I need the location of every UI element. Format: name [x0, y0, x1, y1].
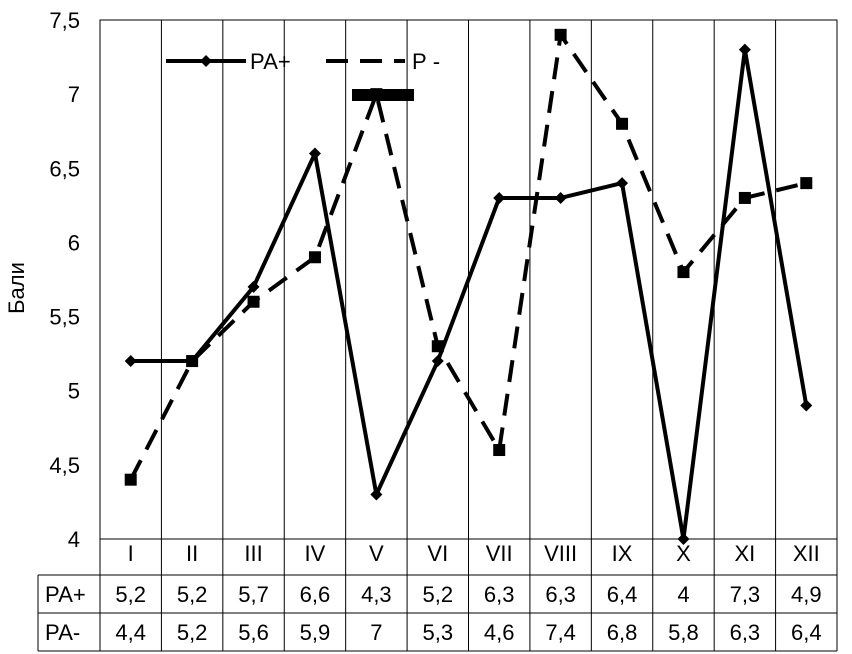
square-marker — [677, 266, 690, 279]
category-label: VIII — [544, 541, 577, 566]
y-tick-label: 7,5 — [49, 8, 80, 33]
square-marker — [554, 28, 567, 41]
diamond-marker — [738, 43, 751, 56]
table-cell: 6,3 — [484, 582, 515, 607]
series-line-ra-plus — [130, 47, 809, 541]
diamond-marker — [247, 280, 260, 293]
category-label: XI — [734, 541, 755, 566]
y-tick-label: 5,5 — [49, 305, 80, 330]
category-labels: I II III IV V VI VII VIII IX X XI XII — [128, 541, 820, 566]
series-markers — [124, 28, 813, 545]
y-tick-label: 6 — [68, 230, 80, 255]
table-cell: 4 — [677, 582, 689, 607]
category-label: XII — [793, 541, 820, 566]
table-cell: 4,6 — [484, 620, 515, 645]
category-label: VII — [486, 541, 513, 566]
square-marker — [800, 177, 813, 190]
diamond-marker — [554, 191, 567, 204]
table-cell: 6,4 — [791, 620, 822, 645]
table-cell: 5,9 — [300, 620, 331, 645]
square-marker — [124, 473, 137, 486]
table-cell: 6,3 — [730, 620, 761, 645]
legend-label: Р - — [412, 49, 440, 74]
square-marker — [308, 251, 321, 264]
y-tick-label: 7 — [68, 82, 80, 107]
square-marker — [493, 444, 506, 457]
series-lines — [128, 32, 809, 541]
diamond-marker — [431, 355, 444, 368]
square-marker — [616, 117, 629, 130]
category-label: II — [186, 541, 198, 566]
table-cell: 7 — [370, 620, 382, 645]
legend-diamond-marker — [200, 55, 212, 67]
table-cell: 5,3 — [422, 620, 453, 645]
table-cell: 5,2 — [177, 620, 208, 645]
y-axis: 4 4,5 5 5,5 6 6,5 7 7,5 — [49, 8, 80, 552]
table-cell: 5,8 — [668, 620, 699, 645]
square-marker — [738, 191, 751, 204]
y-tick-label: 4,5 — [49, 453, 80, 478]
y-tick-label: 6,5 — [49, 156, 80, 181]
category-label: III — [244, 541, 262, 566]
table-cell: 7,4 — [545, 620, 576, 645]
table-cell: 5,2 — [422, 582, 453, 607]
square-marker — [247, 295, 260, 308]
square-marker — [186, 355, 199, 368]
legend: РА+ Р - — [166, 49, 440, 101]
table-cell: 5,2 — [115, 582, 146, 607]
category-label: I — [128, 541, 134, 566]
table-cell: 5,2 — [177, 582, 208, 607]
table-cell: 6,6 — [300, 582, 331, 607]
table-cell: 5,6 — [238, 620, 269, 645]
y-tick-label: 4 — [68, 527, 80, 552]
diamond-marker — [308, 147, 321, 160]
square-marker — [431, 340, 444, 353]
table-cell: 5,7 — [238, 582, 269, 607]
series-line-ra-minus — [128, 32, 807, 481]
table-cell: 4,9 — [791, 582, 822, 607]
y-axis-label: Бали — [4, 262, 29, 314]
legend-label: РА+ — [250, 49, 291, 74]
table-cell: 6,4 — [607, 582, 638, 607]
diamond-marker — [616, 177, 629, 190]
table-cell: 7,3 — [730, 582, 761, 607]
diamond-marker — [677, 533, 690, 545]
category-label: V — [369, 541, 384, 566]
table-row-label: РА+ — [45, 582, 86, 607]
y-tick-label: 5 — [68, 379, 80, 404]
table-cell: 6,3 — [545, 582, 576, 607]
legend-square-marker — [352, 89, 414, 101]
diamond-marker — [370, 488, 383, 501]
table-cell: 4,3 — [361, 582, 392, 607]
category-label: VI — [427, 541, 448, 566]
table-cell: 4,4 — [115, 620, 146, 645]
diamond-marker — [493, 191, 506, 204]
diamond-marker — [124, 355, 137, 368]
table-cell: 6,8 — [607, 620, 638, 645]
category-label: IV — [305, 541, 326, 566]
diamond-marker — [800, 399, 813, 412]
category-label: X — [676, 541, 691, 566]
table-row-label: РА- — [45, 620, 80, 645]
category-label: IX — [612, 541, 633, 566]
